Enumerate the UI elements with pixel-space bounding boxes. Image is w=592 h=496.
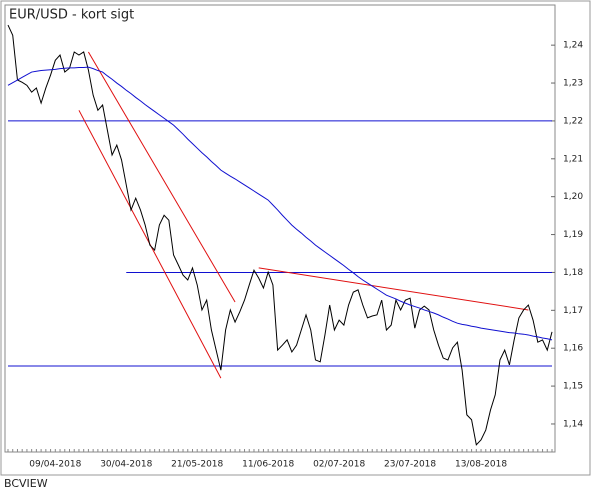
y-tick-label: 1,20 xyxy=(563,192,583,202)
reference-line xyxy=(258,267,529,311)
x-tick-label: 21/05-2018 xyxy=(171,460,223,470)
x-tick-label: 09/04-2018 xyxy=(29,460,81,470)
x-tick-label: 11/06-2018 xyxy=(242,460,294,470)
x-tick-label: 30/04-2018 xyxy=(100,460,152,470)
x-tick-label: 23/07-2018 xyxy=(384,460,436,470)
chart-border xyxy=(0,0,591,476)
x-tick-label: 02/07-2018 xyxy=(313,460,365,470)
y-tick-label: 1,21 xyxy=(563,154,583,164)
y-tick-label: 1,19 xyxy=(563,230,583,240)
series-line xyxy=(7,24,553,446)
y-tick-label: 1,17 xyxy=(563,306,583,316)
reference-line xyxy=(87,51,236,303)
y-tick-label: 1,23 xyxy=(563,79,583,89)
chart-title: EUR/USD - kort sigt xyxy=(9,8,134,23)
y-tick-label: 1,18 xyxy=(563,268,583,278)
y-tick-label: 1,16 xyxy=(563,344,583,354)
plot-frame xyxy=(4,4,556,453)
y-tick-label: 1,15 xyxy=(563,382,583,392)
y-tick-label: 1,14 xyxy=(563,419,583,429)
series-line xyxy=(7,66,553,341)
y-tick-label: 1,24 xyxy=(563,41,583,51)
footer: BCVIEW xyxy=(4,477,48,490)
x-tick-label: 13/08-2018 xyxy=(455,460,507,470)
y-tick-label: 1,22 xyxy=(563,116,583,126)
